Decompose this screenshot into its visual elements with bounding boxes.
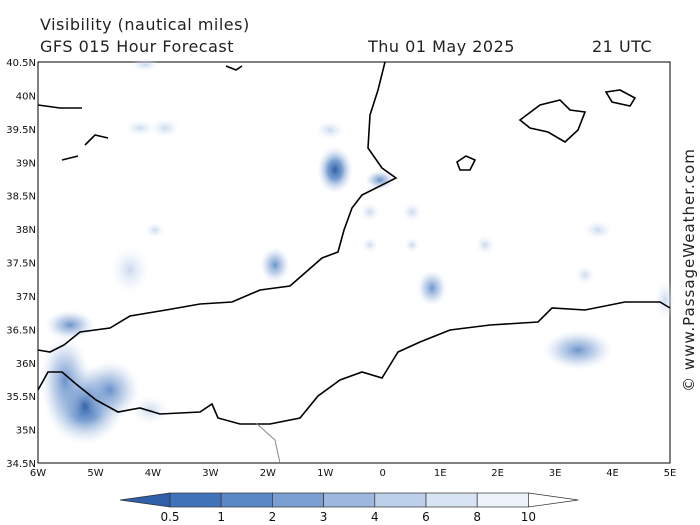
lon-label: 0 [380,468,386,479]
colorbar-tick-label: 10 [521,510,536,524]
colorbar-segment [119,492,171,508]
lat-label: 39N [16,158,36,169]
colorbar-tick-label: 6 [422,510,430,524]
colorbar-tick-label: 0.5 [160,510,179,524]
title: Visibility (nautical miles) [40,15,250,34]
colorbar-tick-label: 1 [217,510,225,524]
lat-label: 37.5N [6,259,36,270]
subtitle: GFS 015 Hour Forecast [40,37,234,56]
lon-label: 5E [664,468,677,479]
lon-label: 2W [260,468,276,479]
colorbar-segment [169,492,222,508]
lat-label: 39.5N [6,125,36,136]
lon-label: 4W [145,468,161,479]
lat-labels: 40.5N 40N 39.5N 39N 38.5N 38N 37.5N 37N 36.5N 36N… [6,58,36,470]
colorbar-tick-label: 3 [320,510,328,524]
lat-label: 38N [16,225,36,236]
time: 21 UTC [592,37,652,56]
lon-label: 6W [30,468,46,479]
colorbar-segment [528,492,579,508]
lat-label: 40.5N [6,58,36,69]
lon-labels: 6W 5W 4W 3W 2W 1W 0 1E 2E 3E 4E 5E [30,468,676,479]
lat-label: 40N [16,91,36,102]
colorbar: 0.5 1 2 3 4 6 8 10 [119,492,579,524]
lat-label: 38.5N [6,192,36,203]
lon-label: 3W [202,468,218,479]
colorbar-segment [476,492,529,508]
colorbar-segment [272,492,324,508]
date: Thu 01 May 2025 [367,37,515,56]
colorbar-segment [323,492,376,508]
credit: © www.PassageWeather.com [680,148,698,392]
lat-label: 35.5N [6,392,36,403]
lon-label: 1E [434,468,447,479]
lon-label: 5W [87,468,103,479]
coastlines [37,61,671,464]
lat-label: 36.5N [6,325,36,336]
visibility-field [40,59,675,445]
colorbar-segment [374,492,427,508]
lat-label: 37N [16,292,36,303]
map-area [37,59,675,464]
colorbar-segment [220,492,273,508]
colorbar-tick-label: 4 [371,510,379,524]
lat-label: 36N [16,359,36,370]
lat-label: 34.5N [6,459,36,470]
lat-label: 35N [16,426,36,437]
colorbar-tick-label: 2 [269,510,277,524]
lon-label: 1W [317,468,333,479]
colorbar-segment [425,492,478,508]
lon-label: 3E [549,468,562,479]
colorbar-tick-label: 8 [473,510,481,524]
lon-label: 2E [491,468,504,479]
lon-label: 4E [606,468,619,479]
